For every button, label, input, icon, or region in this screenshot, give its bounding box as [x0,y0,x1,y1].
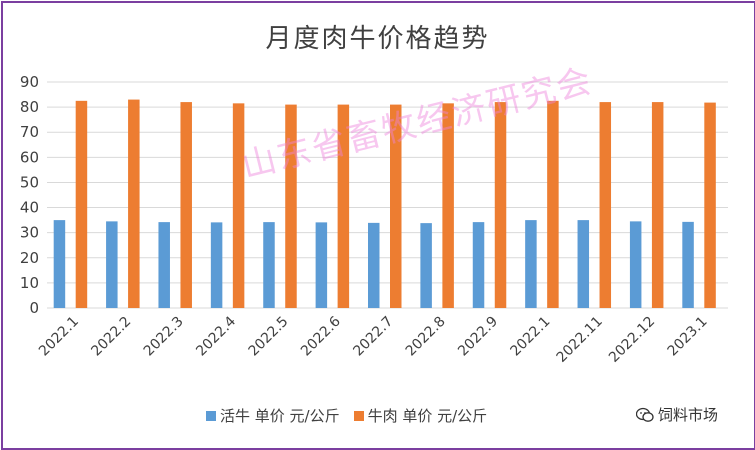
bar-series-2 [442,103,454,308]
bar-series-2 [390,104,402,308]
brand-badge: 饲料市场 [636,404,718,425]
x-tick-label: 2022.4 [193,313,239,359]
chart-title: 月度肉牛价格趋势 [265,24,490,54]
wechat-icon [636,407,654,422]
bar-series-1 [368,222,380,308]
bar-series-1 [210,222,223,308]
bar-series-2 [337,104,350,308]
brand-label: 饲料市场 [658,406,719,424]
y-tick-label: 30 [20,224,39,242]
bar-series-1 [106,221,118,308]
legend-swatch-series-2 [353,410,364,421]
bar-series-2 [704,102,716,308]
y-tick-label: 90 [20,73,39,91]
legend-item-series-2: 牛肉 单价 元/公斤 [353,405,488,426]
bar-series-1 [525,220,537,308]
legend: 活牛 单价 元/公斤 牛肉 单价 元/公斤 [206,405,487,426]
bar-series-2 [128,99,140,308]
legend-swatch-series-1 [206,410,216,421]
y-tick-label: 10 [20,274,39,292]
y-tick-label: 40 [20,199,39,217]
bar-series-2 [599,102,612,308]
y-tick-label: 60 [20,148,39,166]
x-tick-label: 2022.7 [350,314,396,360]
bar-series-1 [315,222,328,308]
bar-series-2 [75,100,88,308]
legend-label-series-2: 牛肉 单价 元/公斤 [367,407,488,425]
bar-series-1 [263,222,275,308]
x-tick-label: 2022.9 [455,314,501,360]
x-tick-label: 2022.1 [508,314,554,360]
y-tick-label: 20 [20,249,39,267]
legend-item-series-1: 活牛 单价 元/公斤 [206,405,340,426]
x-tick-label: 2022.6 [298,313,344,359]
legend-label-series-1: 活牛 单价 元/公斤 [220,407,340,425]
bar-series-1 [472,222,485,308]
bar-series-2 [232,103,245,308]
x-tick-label: 2022.11 [554,314,606,366]
x-tick-label: 2022.8 [403,314,449,360]
x-tick-label: 2022.5 [246,314,292,360]
x-tick-label: 2022.12 [606,314,658,366]
y-tick-label: 80 [20,98,39,116]
x-tick-label: 2022.3 [141,314,187,360]
y-tick-label: 70 [20,123,39,141]
bar-series-1 [682,221,694,308]
bar-series-1 [420,223,432,308]
bar-series-2 [651,102,664,308]
x-tick-label: 2022.1 [36,314,82,360]
x-tick-label: 2022.2 [88,314,134,360]
bar-series-2 [285,104,297,308]
y-tick-label: 50 [20,173,39,191]
bar-series-1 [53,220,66,308]
bar-series-2 [494,102,507,308]
bar-series-1 [158,222,170,308]
bar-series-2 [180,102,192,308]
y-tick-label: 0 [29,299,39,317]
bar-series-1 [629,221,642,308]
x-tick-label: 2023.1 [665,314,711,360]
bar-series-2 [547,100,559,308]
bar-series-1 [577,220,590,308]
